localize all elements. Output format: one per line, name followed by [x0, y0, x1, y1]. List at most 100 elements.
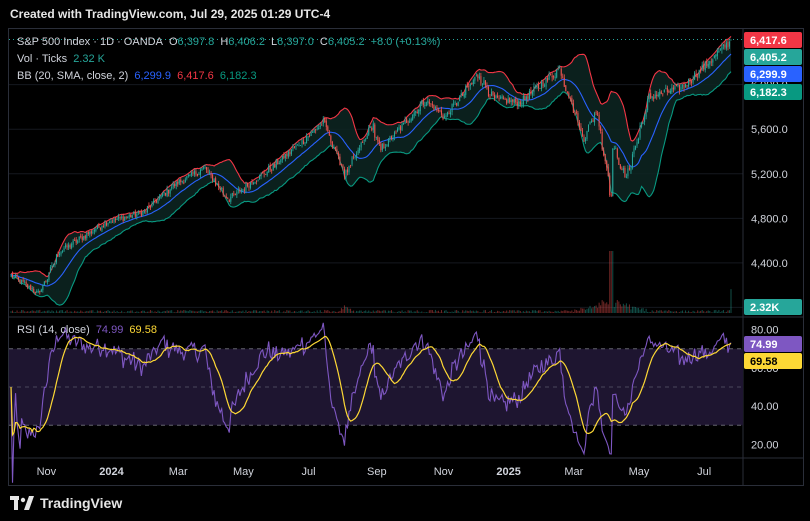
volume-bar — [78, 311, 80, 313]
volume-bar — [383, 310, 385, 313]
candle-body — [262, 172, 264, 174]
volume-bar — [404, 311, 406, 313]
volume-bar — [110, 311, 112, 313]
candle-body — [75, 239, 77, 243]
volume-bar — [507, 311, 509, 313]
candle-body — [96, 225, 98, 229]
legend-rsi-ma: 69.58 — [129, 324, 157, 336]
volume-bar — [22, 310, 24, 313]
chart-panel[interactable]: 6,000.05,600.05,200.04,800.04,400.04,000… — [8, 28, 804, 486]
rsi-band — [9, 348, 743, 426]
candle-body — [378, 140, 380, 144]
candle-body — [77, 240, 79, 243]
candle-body — [310, 132, 312, 136]
candle-body — [725, 42, 727, 49]
candle-body — [280, 159, 282, 163]
candle-body — [443, 116, 446, 118]
volume-bar — [186, 310, 188, 313]
candle-body — [183, 182, 185, 184]
volume-bar — [715, 309, 717, 313]
candle-body — [102, 225, 104, 227]
volume-bar — [421, 311, 423, 313]
volume-bar — [162, 311, 164, 313]
candle-body — [484, 80, 486, 86]
legend-bb-label: BB (20, SMA, close, 2) — [17, 70, 129, 82]
candle-body — [424, 105, 426, 106]
volume-bar — [651, 310, 653, 313]
candle-body — [465, 85, 467, 95]
volume-bar — [450, 312, 452, 313]
volume-bar — [11, 310, 14, 313]
candle-body — [533, 86, 535, 93]
volume-bar — [551, 311, 553, 313]
volume-bar — [557, 310, 559, 313]
candle-body — [701, 64, 703, 70]
volume-bar — [81, 311, 83, 313]
candle-body — [474, 77, 476, 81]
volume-bar — [510, 310, 512, 313]
candle-body — [448, 113, 450, 115]
volume-bar — [489, 311, 491, 313]
volume-bar — [290, 312, 292, 313]
candle-body — [278, 163, 280, 165]
candle-body — [713, 55, 715, 59]
candle-body — [396, 128, 399, 132]
volume-bar — [492, 312, 494, 313]
candle-body — [239, 189, 241, 192]
candle-body — [325, 120, 327, 127]
candle-body — [137, 211, 139, 214]
volume-bar — [193, 311, 195, 313]
candle-body — [196, 173, 198, 176]
volume-bar — [43, 310, 45, 313]
volume-bar — [252, 310, 255, 313]
legend-volume: Vol · Ticks 2.32 K — [17, 53, 108, 65]
candle-body — [672, 87, 674, 90]
volume-bar — [296, 312, 299, 313]
volume-bar — [165, 311, 167, 313]
volume-bar — [225, 310, 227, 313]
volume-bar — [680, 311, 682, 313]
candle-body — [30, 284, 32, 290]
volume-bar — [286, 310, 288, 313]
candle-body — [295, 145, 297, 147]
candle-body — [240, 190, 242, 192]
volume-bar — [283, 311, 285, 313]
candle-body — [638, 138, 640, 144]
volume-bar — [231, 310, 233, 313]
volume-bar — [403, 312, 405, 313]
candle-body — [409, 121, 411, 123]
rsi-ma-line — [10, 335, 732, 437]
candle-body — [316, 128, 318, 130]
candle-body — [412, 114, 414, 120]
candle-body — [104, 221, 106, 227]
candle-body — [700, 69, 702, 71]
candle-body — [542, 81, 544, 87]
candle-body — [421, 100, 423, 104]
candle-body — [348, 165, 350, 173]
volume-bar — [142, 310, 144, 313]
tradingview-logo[interactable]: TradingView — [10, 495, 122, 511]
candle-body — [368, 127, 370, 135]
candle-body — [669, 91, 671, 94]
badge-volume: 2.32K — [750, 302, 779, 314]
volume-bar — [406, 312, 408, 313]
tradingview-logo-icon — [10, 496, 34, 510]
candle-body — [630, 167, 632, 171]
rsi-line — [10, 322, 732, 483]
volume-bar — [206, 311, 208, 313]
candle-body — [21, 279, 23, 284]
candle-body — [613, 148, 615, 150]
chart-canvas[interactable]: 6,000.05,600.05,200.04,800.04,400.04,000… — [9, 29, 803, 485]
candle-body — [610, 194, 612, 196]
legend-h-label: H — [220, 36, 229, 48]
volume-bar — [580, 307, 582, 313]
badge-bb-upper: 6,417.6 — [750, 35, 787, 47]
volume-bar — [46, 310, 48, 313]
volume-bar — [716, 311, 718, 313]
candle-body — [339, 156, 341, 166]
volume-bar — [574, 309, 576, 313]
candle-body — [234, 194, 236, 195]
legend-rsi: RSI (14, close) 74.99 69.58 — [17, 324, 160, 336]
volume-bar — [630, 309, 632, 313]
candle-body — [49, 267, 51, 273]
